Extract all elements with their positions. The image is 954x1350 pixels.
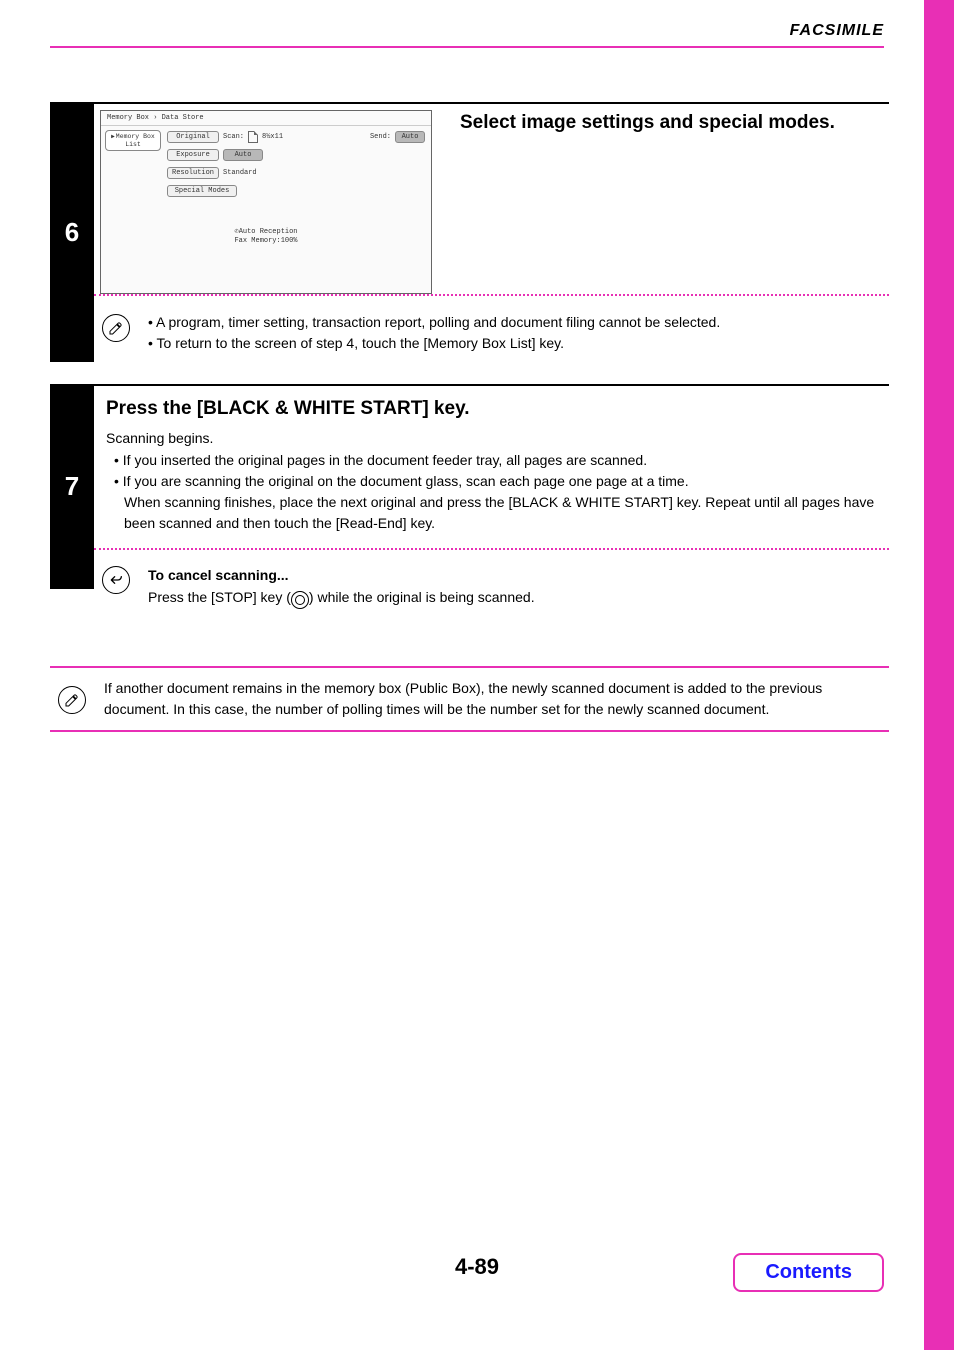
step-7-bullet-2: • If you are scanning the original on th… — [106, 471, 881, 492]
stop-key-icon — [291, 591, 309, 609]
header-title: FACSIMILE — [0, 22, 884, 40]
cancel-pre: Press the [STOP] key ( — [148, 589, 291, 605]
step-6-heading: Select image settings and special modes. — [460, 110, 889, 136]
step-7-heading: Press the [BLACK & WHITE START] key. — [106, 396, 881, 422]
resolution-value: Standard — [223, 169, 257, 177]
scan-size: 8½x11 — [262, 133, 283, 141]
pencil-icon — [58, 686, 86, 714]
side-accent-bar — [924, 0, 954, 1350]
final-note: If another document remains in the memor… — [50, 666, 889, 732]
mem-btn-l1: Memory Box — [116, 133, 155, 140]
send-label: Send: — [370, 133, 391, 141]
step-7-bullet-2-cont: When scanning finishes, place the next o… — [106, 492, 881, 534]
step-6-note: • A program, timer setting, transaction … — [94, 296, 889, 360]
scan-label: Scan: — [223, 133, 244, 141]
step-7: 7 Press the [BLACK & WHITE START] key. S… — [50, 384, 889, 615]
step-6: 6 Memory Box › Data Store ▶Memory Box Li… — [50, 102, 889, 360]
step-7-number: 7 — [50, 384, 94, 589]
cancel-post: ) while the original is being scanned. — [309, 589, 535, 605]
special-modes-button[interactable]: Special Modes — [167, 185, 237, 197]
step-6-number: 6 — [50, 102, 94, 362]
back-arrow-icon — [102, 566, 130, 594]
mem-btn-l2: List — [125, 141, 141, 148]
footer-l1: Auto Reception — [239, 228, 298, 236]
pencil-icon — [102, 314, 130, 342]
exposure-button[interactable]: Exposure — [167, 149, 219, 161]
memory-box-list-button[interactable]: ▶Memory Box List — [105, 130, 161, 151]
footer-l2: Fax Memory:100% — [234, 237, 297, 245]
header-rule — [50, 46, 884, 48]
step-6-body: Memory Box › Data Store ▶Memory Box List… — [94, 102, 889, 360]
step-6-note-2: • To return to the screen of step 4, tou… — [148, 333, 720, 354]
step-7-body: Press the [BLACK & WHITE START] key. Sca… — [94, 384, 889, 615]
send-auto-button[interactable]: Auto — [395, 131, 425, 143]
exposure-value: Auto — [223, 149, 263, 161]
final-note-text: If another document remains in the memor… — [104, 678, 881, 720]
cancel-body: Press the [STOP] key ( ) while the origin… — [148, 586, 535, 609]
step-6-note-1: • A program, timer setting, transaction … — [148, 312, 720, 333]
paper-icon — [248, 131, 258, 143]
resolution-button[interactable]: Resolution — [167, 167, 219, 179]
contents-button[interactable]: Contents — [733, 1253, 884, 1292]
step-7-line1: Scanning begins. — [106, 430, 881, 446]
original-button[interactable]: Original — [167, 131, 219, 143]
ui-breadcrumb: Memory Box › Data Store — [101, 111, 431, 126]
ui-footer: ✆Auto Reception Fax Memory:100% — [101, 204, 431, 250]
ui-panel: Memory Box › Data Store ▶Memory Box List… — [100, 110, 432, 294]
step-7-cancel: To cancel scanning... Press the [STOP] k… — [94, 550, 889, 615]
step-7-bullet-1: • If you inserted the original pages in … — [106, 450, 881, 471]
page-header: FACSIMILE — [0, 22, 904, 48]
cancel-heading: To cancel scanning... — [148, 564, 535, 586]
